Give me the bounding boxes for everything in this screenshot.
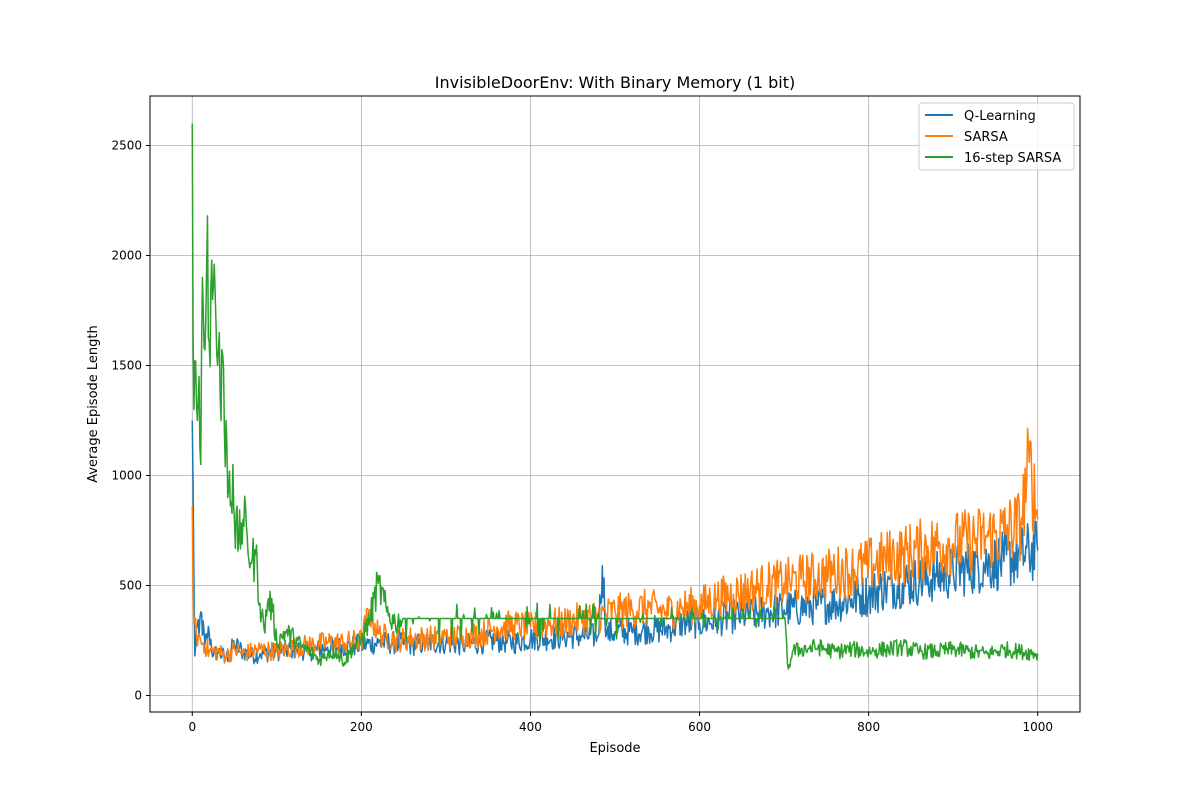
x-tick-label: 800 xyxy=(857,720,880,734)
legend-label: SARSA xyxy=(964,130,1008,145)
y-tick-label: 1000 xyxy=(111,469,142,483)
x-axis: 0 200 400 600 800 1000 xyxy=(188,712,1053,734)
y-tick-label: 1500 xyxy=(111,359,142,373)
y-axis-label: Average Episode Length xyxy=(86,325,101,483)
plot-area xyxy=(150,96,1080,712)
x-tick-label: 200 xyxy=(350,720,373,734)
grid xyxy=(150,96,1080,712)
legend-box xyxy=(918,102,1075,171)
chart-title: InvisibleDoorEnv: With Binary Memory (1 … xyxy=(435,73,796,92)
x-tick-label: 1000 xyxy=(1022,720,1053,734)
y-tick-label: 2000 xyxy=(111,249,142,263)
legend-label: Q-Learning xyxy=(964,109,1036,124)
legend: Q-Learning SARSA 16-step SARSA xyxy=(918,102,1075,171)
legend-label: 16-step SARSA xyxy=(964,151,1061,166)
x-tick-label: 400 xyxy=(519,720,542,734)
y-tick-label: 2500 xyxy=(111,139,142,153)
x-axis-label: Episode xyxy=(589,741,640,756)
y-axis: 0 500 1000 1500 2000 2500 xyxy=(111,139,150,703)
plot-frame xyxy=(149,95,1081,713)
y-tick-label: 0 xyxy=(134,689,142,703)
y-tick-label: 500 xyxy=(119,579,142,593)
series-line-16-step-sarsa xyxy=(191,123,1039,670)
series-layer xyxy=(191,123,1039,670)
x-tick-label: 0 xyxy=(188,720,196,734)
x-tick-label: 600 xyxy=(688,720,711,734)
